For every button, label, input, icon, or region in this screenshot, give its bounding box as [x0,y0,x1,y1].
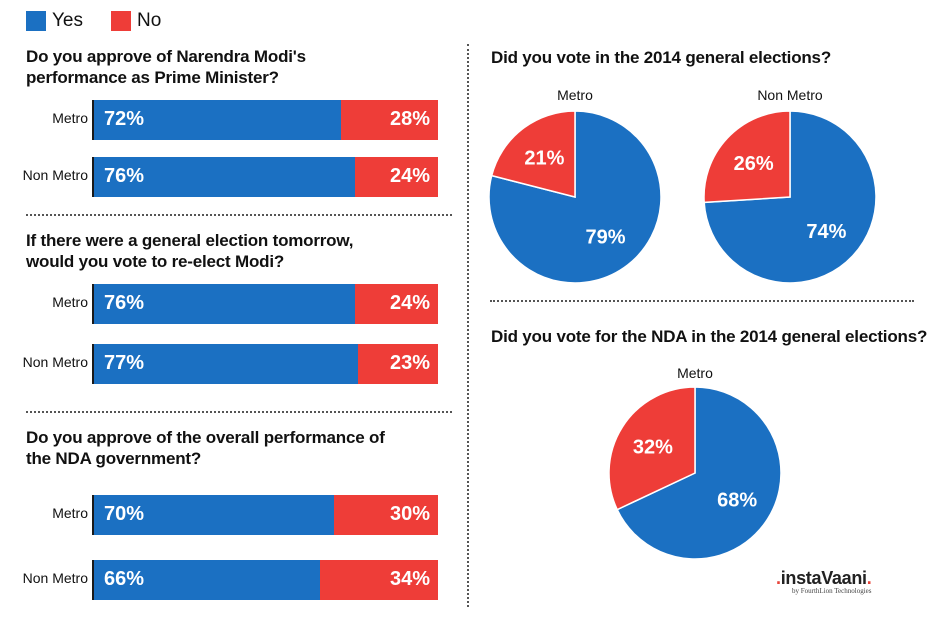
pie-1-label-no: 21% [524,148,564,170]
q3-row-metro: Metro 70% 30% [0,495,440,535]
pie-2-label: Non Metro [757,87,823,103]
stacked-bar-metro: 70% 30% [92,495,438,535]
question-1-line-2: performance as Prime Minister? [26,68,279,87]
bar-segment-no: 30% [334,495,438,535]
pie-2-label-yes: 74% [806,221,846,243]
stacked-bar-non-metro: 76% 24% [92,157,438,197]
pie-3-label-yes: 68% [717,490,757,512]
vertical-divider [467,44,469,607]
q1-row-metro: Metro 72% 28% [0,100,440,140]
category-label-non-metro: Non Metro [22,167,88,183]
legend-label-yes: Yes [52,10,83,31]
pie-1-slice-no [490,110,576,198]
question-2-title: If there were a general election tomorro… [26,230,353,272]
divider-1 [26,214,452,216]
bar-segment-yes: 76% [92,284,355,324]
stacked-bar-non-metro: 66% 34% [92,560,438,600]
q2-row-metro: Metro 76% 24% [0,284,440,324]
question-2-line-2: would you vote to re-elect Modi? [26,252,285,271]
stacked-bar-metro: 72% 28% [92,100,438,140]
question-2-line-1: If there were a general election tomorro… [26,231,354,250]
pie-3-slice-no [608,386,696,511]
question-3-line-2: the NDA government? [26,449,202,468]
data-label-no: 30% [389,503,430,525]
bar-segment-no: 24% [355,284,438,324]
legend-item-no: No [111,10,161,32]
data-label-no: 28% [389,108,430,130]
brand-tagline: by FourthLion Technologies [792,587,872,595]
pie-1-label: Metro [557,87,593,103]
question-3-line-1: Do you approve of the overall performanc… [26,428,385,447]
q1-row-non-metro: Non Metro 76% 24% [0,157,440,197]
q2-row-non-metro: Non Metro 77% 23% [0,344,440,384]
question-1-line-1: Do you approve of Narendra Modi's [26,47,306,66]
divider-3 [490,300,914,302]
pie-question-2-title: Did you vote for the NDA in the 2014 gen… [491,327,928,346]
bar-segment-no: 24% [355,157,438,197]
bar-segment-no: 34% [320,560,438,600]
legend-item-yes: Yes [26,10,83,32]
brand-logo: .instaVaani. by FourthLion Technologies [776,568,872,595]
data-label-yes: 72% [104,108,145,130]
data-label-yes: 70% [104,503,145,525]
data-label-no: 24% [389,292,430,314]
pie-1-slice-yes [488,110,662,284]
pie-2-label-no: 26% [734,153,774,175]
data-label-yes: 76% [104,165,145,187]
data-label-no: 34% [389,568,430,590]
divider-2 [26,411,452,413]
question-1-title: Do you approve of Narendra Modi's perfor… [26,46,306,88]
legend-swatch-yes [26,11,46,31]
bar-segment-yes: 72% [92,100,341,140]
stacked-bar-metro: 76% 24% [92,284,438,324]
pie-3-slice-yes [616,386,782,560]
q3-row-non-metro: Non Metro 66% 34% [0,560,440,600]
brand-wordmark: instaVaani [780,568,867,588]
bar-segment-no: 23% [358,344,438,384]
brand-name: .instaVaani. [776,568,872,589]
bar-segment-yes: 70% [92,495,334,535]
data-label-no: 24% [389,165,430,187]
question-3-title: Do you approve of the overall performanc… [26,427,385,469]
pie-3-label-no: 32% [633,436,673,458]
pie-2-slice-no [703,110,791,204]
pie-3-label: Metro [677,365,713,381]
category-label-non-metro: Non Metro [22,570,88,586]
category-label-metro: Metro [52,505,88,521]
brand-prefix: . [776,568,781,588]
bar-segment-yes: 66% [92,560,320,600]
legend-swatch-no [111,11,131,31]
brand-suffix: . [866,568,872,588]
data-label-yes: 66% [104,568,145,590]
legend: Yes No [26,10,161,32]
pie-1-label-yes: 79% [586,226,626,248]
pie-question-1-title: Did you vote in the 2014 general electio… [491,48,831,67]
data-label-yes: 77% [104,352,145,374]
bar-segment-yes: 77% [92,344,358,384]
category-label-metro: Metro [52,294,88,310]
data-label-no: 23% [389,352,430,374]
stacked-bar-non-metro: 77% 23% [92,344,438,384]
category-label-metro: Metro [52,110,88,126]
bar-segment-yes: 76% [92,157,355,197]
bar-segment-no: 28% [341,100,438,140]
legend-label-no: No [137,10,162,31]
data-label-yes: 76% [104,292,145,314]
category-label-non-metro: Non Metro [22,354,88,370]
